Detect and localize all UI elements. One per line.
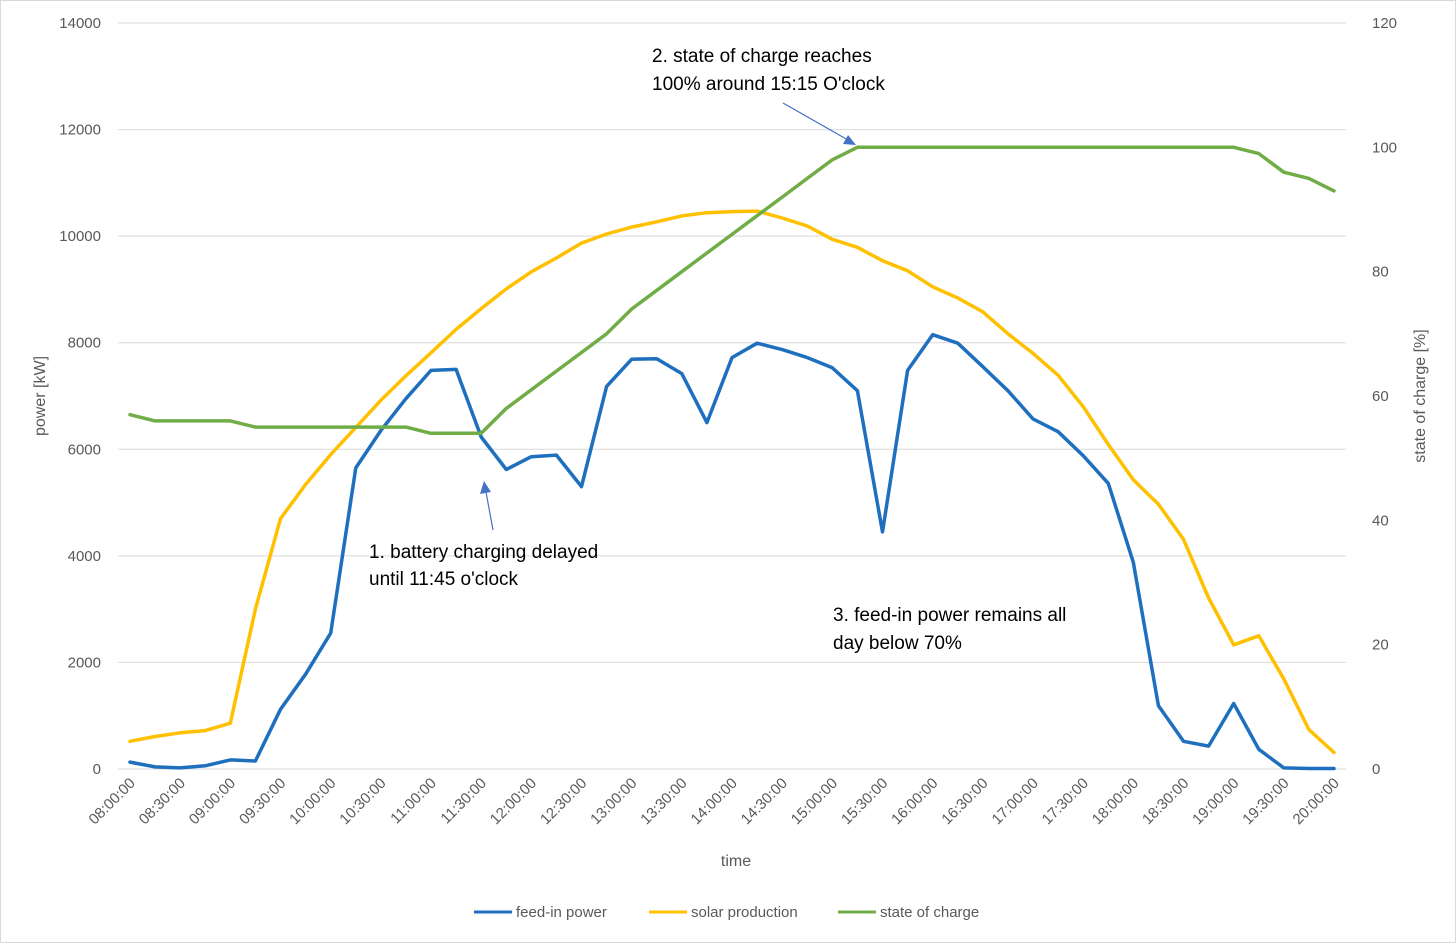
- annotation-3-line-1: 3. feed-in power remains all: [833, 605, 1066, 626]
- series-lines: [128, 145, 1336, 771]
- right-axis-ticks: 0 20 40 60 80 100 120: [1372, 15, 1397, 778]
- x-tick-label: 17:30:00: [1039, 775, 1092, 828]
- legend-label-feed-in-power: feed-in power: [516, 904, 607, 921]
- x-tick-label: 08:00:00: [86, 775, 139, 828]
- x-tick-label: 17:00:00: [989, 775, 1042, 828]
- series-line-solar-production: [128, 209, 1336, 755]
- series-line-state-of-charge: [128, 145, 1336, 436]
- y-tick-label: 14000: [59, 15, 101, 32]
- y2-tick-label: 0: [1372, 761, 1380, 778]
- x-axis-title: time: [721, 853, 751, 870]
- gridlines: [118, 22, 1346, 663]
- x-tick-label: 16:30:00: [938, 775, 991, 828]
- annotation-1-arrowhead: [480, 481, 491, 494]
- y2-tick-label: 20: [1372, 637, 1389, 654]
- annotation-2-line-1: 2. state of charge reaches: [652, 46, 872, 67]
- y-tick-label: 6000: [68, 441, 101, 458]
- y-tick-label: 0: [93, 761, 101, 778]
- annotation-3-line-2: day below 70%: [833, 633, 962, 654]
- x-tick-label: 19:00:00: [1189, 775, 1242, 828]
- x-tick-label: 10:30:00: [336, 775, 389, 828]
- x-tick-label: 13:30:00: [637, 775, 690, 828]
- x-tick-label: 11:00:00: [387, 775, 440, 828]
- x-tick-label: 15:00:00: [788, 775, 841, 828]
- x-axis-ticks: 08:00:0008:30:0009:00:0009:30:0010:00:00…: [86, 775, 1343, 828]
- y-tick-label: 10000: [59, 228, 101, 245]
- x-tick-label: 09:30:00: [236, 775, 289, 828]
- x-tick-label: 08:30:00: [136, 775, 189, 828]
- x-tick-label: 20:00:00: [1290, 775, 1343, 828]
- legend-label-state-of-charge: state of charge: [880, 904, 979, 921]
- y-tick-label: 8000: [68, 335, 101, 352]
- y2-tick-label: 40: [1372, 512, 1389, 529]
- x-tick-label: 14:30:00: [738, 775, 791, 828]
- x-tick-label: 14:00:00: [688, 775, 741, 828]
- y2-tick-label: 100: [1372, 139, 1397, 156]
- x-tick-label: 15:30:00: [838, 775, 891, 828]
- x-tick-label: 12:00:00: [487, 775, 540, 828]
- y2-tick-label: 60: [1372, 388, 1389, 405]
- x-tick-label: 10:00:00: [286, 775, 339, 828]
- y-axis-title: power [kW]: [32, 356, 49, 436]
- legend: feed-in power solar production state of …: [474, 904, 979, 921]
- x-tick-label: 11:30:00: [437, 775, 490, 828]
- x-tick-label: 18:00:00: [1089, 775, 1142, 828]
- y2-axis-title: state of charge [%]: [1412, 329, 1429, 462]
- annotation-2-arrow: [782, 102, 849, 141]
- annotation-1-arrow: [485, 491, 494, 531]
- x-tick-label: 16:00:00: [888, 775, 941, 828]
- annotation-2-arrowhead: [843, 135, 856, 145]
- legend-label-solar-production: solar production: [691, 904, 798, 921]
- left-axis-ticks: 0 2000 4000 6000 8000 10000 12000 14000: [59, 15, 101, 778]
- x-tick-label: 12:30:00: [537, 775, 590, 828]
- annotation-1-line-2: until 11:45 o'clock: [369, 569, 519, 590]
- x-tick-label: 09:00:00: [186, 775, 239, 828]
- annotations: 2. state of charge reaches 100% around 1…: [369, 46, 1066, 654]
- y-tick-label: 12000: [59, 122, 101, 139]
- y-tick-label: 2000: [68, 654, 101, 671]
- series-line-feed-in-power: [128, 332, 1336, 771]
- x-tick-label: 13:00:00: [587, 775, 640, 828]
- annotation-1-line-1: 1. battery charging delayed: [369, 542, 598, 563]
- y2-tick-label: 120: [1372, 15, 1397, 32]
- x-tick-label: 19:30:00: [1239, 775, 1292, 828]
- annotation-2-line-2: 100% around 15:15 O'clock: [652, 74, 885, 95]
- y-tick-label: 4000: [68, 548, 101, 565]
- y2-tick-label: 80: [1372, 264, 1389, 281]
- x-tick-label: 18:30:00: [1139, 775, 1192, 828]
